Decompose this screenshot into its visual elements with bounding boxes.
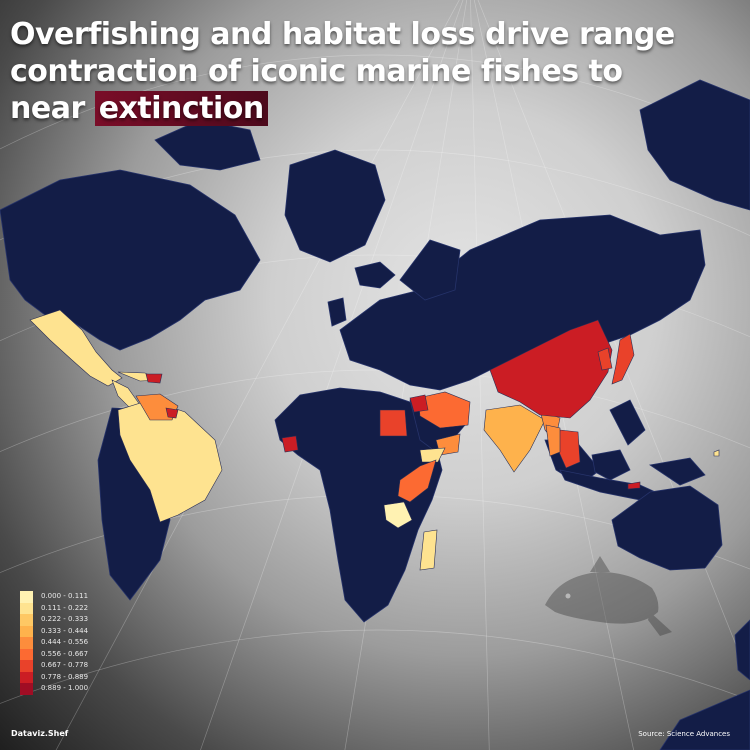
country-japan: [611, 333, 635, 385]
uk: [327, 297, 347, 327]
far-east: [639, 79, 750, 211]
iceland: [354, 261, 396, 289]
africa: [274, 387, 443, 623]
philippines: [609, 399, 646, 446]
country-west-africa: [281, 435, 299, 453]
country-india: [483, 404, 546, 473]
greenland: [284, 149, 386, 263]
eurasia: [339, 214, 706, 391]
legend-item: 0.111 - 0.222: [20, 602, 89, 614]
legend-label: 0.667 - 0.778: [41, 661, 89, 669]
new-zealand: [734, 619, 750, 681]
legend-item: 0.222 - 0.333: [20, 614, 88, 626]
legend-swatch: [20, 637, 33, 649]
credit-label: Dataviz.Shef: [11, 729, 69, 738]
legend: 0.000 - 0.111 0.111 - 0.222 0.222 - 0.333 0…: [20, 591, 88, 695]
legend-label: 0.556 - 0.667: [41, 649, 89, 658]
legend-swatch: [20, 683, 33, 695]
country-colombia-brazil: [117, 399, 223, 523]
legend-item: 0.556 - 0.667: [20, 648, 89, 660]
antarctica-edge: [659, 689, 750, 750]
country-iran-iraq: [417, 391, 471, 429]
country-arabia-red: [409, 394, 429, 413]
legend-item: 0.778 - 0.889: [20, 671, 89, 683]
legend-label: 0.000 - 0.111: [41, 592, 89, 600]
country-china: [489, 319, 613, 419]
country-guiana-detail: [165, 407, 179, 419]
borneo: [591, 449, 631, 481]
legend-swatch: [20, 625, 33, 637]
legend-swatch: [20, 591, 33, 603]
legend-item: 0.333 - 0.444: [20, 625, 89, 637]
orca-whale-icon: [545, 556, 672, 636]
legend-item: 0.889 - 1.000: [20, 683, 88, 695]
source-label: Source: Science Advances: [638, 730, 730, 738]
legend-item: 0.000 - 0.111: [20, 591, 88, 603]
north-america: [0, 169, 261, 351]
legend-swatch: [20, 671, 33, 683]
colored-countries: [29, 309, 720, 571]
legend-label: 0.444 - 0.556: [41, 638, 89, 646]
legend-swatch: [20, 602, 33, 614]
scandinavia: [399, 239, 461, 301]
legend-label: 0.333 - 0.444: [41, 626, 89, 635]
country-tanzania: [383, 501, 413, 529]
legend-swatch: [20, 660, 33, 672]
land-masses: [0, 79, 750, 750]
page-title: Overfishing and habitat loss drive range…: [10, 16, 690, 127]
country-timor: [627, 481, 641, 490]
country-pacific-island: [713, 449, 720, 457]
legend-label: 0.222 - 0.333: [41, 615, 89, 623]
new-guinea: [648, 457, 706, 486]
country-thailand: [545, 424, 561, 457]
legend-label: 0.778 - 0.889: [41, 672, 89, 681]
country-madagascar: [419, 529, 438, 571]
legend-swatch: [20, 614, 33, 626]
legend-item: 0.667 - 0.778: [20, 660, 88, 672]
country-korea: [597, 347, 613, 371]
legend-item: 0.444 - 0.556: [20, 637, 88, 649]
country-hispaniola: [145, 373, 163, 384]
legend-swatch: [20, 648, 33, 660]
title-main: Overfishing and habitat loss drive range…: [10, 17, 675, 126]
arctic-islands: [154, 119, 261, 171]
legend-label: 0.889 - 1.000: [41, 684, 89, 692]
country-egypt: [379, 409, 408, 437]
australia: [611, 485, 723, 571]
title-highlight: extinction: [94, 91, 268, 126]
country-somalia-kenya: [397, 459, 437, 503]
country-mexico: [29, 309, 123, 387]
legend-label: 0.111 - 0.222: [41, 603, 89, 612]
country-horn-africa: [419, 447, 446, 463]
